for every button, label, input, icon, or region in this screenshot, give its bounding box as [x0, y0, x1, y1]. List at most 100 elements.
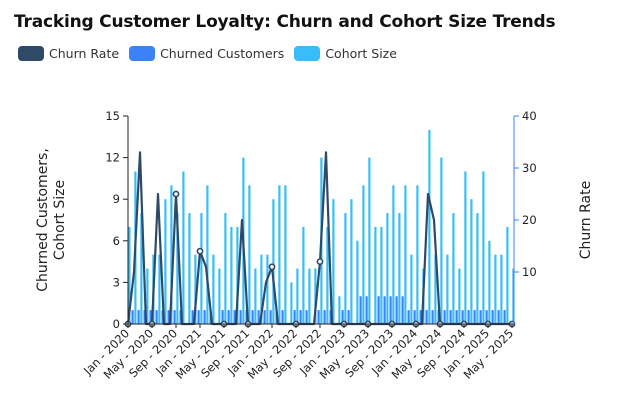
y-left-axis-title-line-2: Cohort Size — [52, 180, 68, 260]
legend-label-cohort-size: Cohort Size — [325, 46, 397, 61]
bar-churned-customers — [431, 310, 434, 324]
bar-churned-customers — [167, 310, 170, 324]
point-churn-rate — [196, 247, 204, 255]
legend-swatch-churned-customers — [129, 46, 156, 61]
bar-cohort-size — [296, 268, 299, 324]
bar-cohort-size — [458, 268, 461, 324]
bar-churned-customers — [377, 296, 380, 324]
bar-churned-customers — [329, 310, 332, 324]
bar-cohort-size — [224, 213, 227, 324]
bar-churned-customers — [149, 310, 152, 324]
bar-churned-customers — [341, 310, 344, 324]
bar-cohort-size — [506, 226, 509, 324]
bar-churned-customers — [257, 310, 260, 324]
bar-churned-customers — [251, 310, 254, 324]
point-churn-rate — [316, 258, 324, 265]
y-left-tick-label: 0 — [113, 317, 120, 331]
legend-swatch-cohort-size — [294, 46, 321, 61]
bar-cohort-size — [464, 171, 467, 324]
bar-cohort-size — [338, 296, 341, 324]
bar-cohort-size — [410, 254, 413, 324]
bar-cohort-size — [266, 254, 269, 324]
bar-cohort-size — [164, 199, 167, 324]
bar-cohort-size — [230, 226, 233, 324]
bar-cohort-size — [248, 185, 251, 324]
bar-cohort-size — [386, 213, 389, 324]
bar-churned-customers — [299, 310, 302, 324]
bar-cohort-size — [236, 226, 239, 324]
bar-churned-customers — [155, 310, 158, 324]
legend-label-churned-customers: Churned Customers — [160, 46, 285, 61]
bar-cohort-size — [440, 157, 443, 324]
legend-item-churned-customers[interactable]: Churned Customers — [129, 46, 284, 61]
bar-churned-customers — [347, 310, 350, 324]
bar-cohort-size — [146, 268, 149, 324]
bar-cohort-size — [470, 199, 473, 324]
bar-churned-customers — [383, 296, 386, 324]
bar-cohort-size — [374, 226, 377, 324]
bar-cohort-size — [380, 226, 383, 324]
bar-cohort-size — [404, 185, 407, 324]
bar-cohort-size — [476, 213, 479, 324]
bar-cohort-size — [254, 268, 257, 324]
bar-churned-customers — [227, 310, 230, 324]
point-churn-rate — [172, 190, 180, 198]
bar-churned-customers — [269, 310, 272, 324]
bar-cohort-size — [362, 185, 365, 324]
bar-churned-customers — [473, 310, 476, 324]
bar-churned-customers — [503, 310, 506, 324]
bar-cohort-size — [302, 226, 305, 324]
legend-item-cohort-size[interactable]: Cohort Size — [294, 46, 397, 61]
bar-churned-customers — [485, 310, 488, 324]
bar-cohort-size — [332, 199, 335, 324]
bar-cohort-size — [308, 268, 311, 324]
bar-churned-customers — [293, 310, 296, 324]
bar-churned-customers — [305, 310, 308, 324]
bar-cohort-size — [212, 254, 215, 324]
bar-churned-customers — [359, 296, 362, 324]
bar-cohort-size — [512, 268, 515, 324]
bar-cohort-size — [206, 185, 209, 324]
bar-cohort-size — [170, 185, 173, 324]
y-left-axis-title: Churned Customers, Cohort Size — [35, 148, 68, 292]
y-right-tick-label: 30 — [522, 161, 537, 175]
bar-cohort-size — [158, 254, 161, 324]
bar-cohort-size — [350, 199, 353, 324]
y-right-axis-title: Churn Rate — [578, 181, 594, 259]
bar-churned-customers — [281, 310, 284, 324]
bar-cohort-size — [176, 213, 179, 324]
bar-cohort-size — [416, 185, 419, 324]
legend-item-churn-rate[interactable]: Churn Rate — [18, 46, 119, 61]
bar-cohort-size — [200, 213, 203, 324]
bar-churned-customers — [389, 296, 392, 324]
bar-churned-customers — [191, 310, 194, 324]
bar-cohort-size — [182, 171, 185, 324]
bar-churned-customers — [143, 310, 146, 324]
y-right-tick-label: 40 — [522, 109, 537, 123]
bar-cohort-size — [272, 199, 275, 324]
bar-cohort-size — [128, 226, 131, 324]
bar-cohort-size — [488, 240, 491, 324]
bar-churned-customers — [131, 310, 134, 324]
bar-churned-customers — [173, 310, 176, 324]
bar-churned-customers — [461, 310, 464, 324]
bar-churned-customers — [137, 310, 140, 324]
bar-cohort-size — [500, 254, 503, 324]
bar-churned-customers — [467, 310, 470, 324]
bar-cohort-size — [260, 254, 263, 324]
bar-churned-customers — [425, 310, 428, 324]
bar-cohort-size — [314, 268, 317, 324]
legend-swatch-churn-rate — [18, 46, 44, 61]
bar-cohort-size — [218, 268, 221, 324]
bar-churned-customers — [365, 296, 368, 324]
y-left-axis-title-line-1: Churned Customers, — [35, 148, 51, 292]
legend: Churn Rate Churned Customers Cohort Size — [18, 46, 407, 61]
y-left-tick-label: 9 — [113, 192, 120, 206]
bar-cohort-size — [494, 254, 497, 324]
bar-cohort-size — [428, 129, 431, 324]
y-left-tick-label: 6 — [113, 234, 120, 248]
bar-churned-customers — [233, 310, 236, 324]
bar-cohort-size — [368, 157, 371, 324]
bar-cohort-size — [452, 213, 455, 324]
bar-cohort-size — [356, 240, 359, 324]
